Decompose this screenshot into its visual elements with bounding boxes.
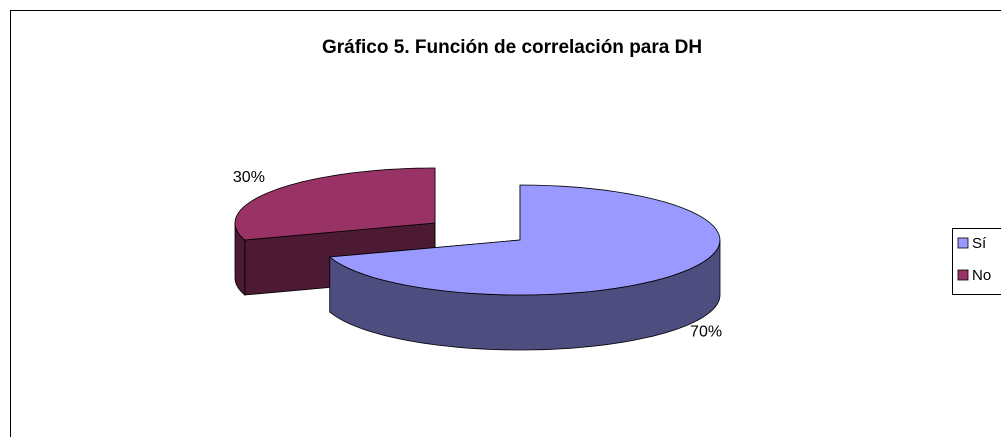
legend-label: No <box>972 267 991 284</box>
chart-title: Gráfico 5. Función de correlación para D… <box>322 37 702 58</box>
data-label: 70% <box>690 323 722 340</box>
data-label: 30% <box>233 169 265 186</box>
legend-swatch <box>958 238 968 248</box>
legend-swatch <box>958 270 968 280</box>
chart-frame <box>11 11 1001 438</box>
legend-label: Sí <box>972 235 987 252</box>
